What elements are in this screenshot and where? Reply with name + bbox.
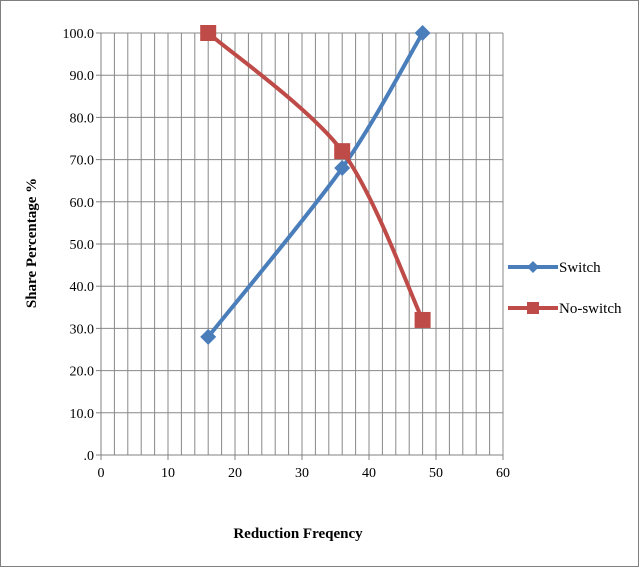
legend-label-switch: Switch	[559, 260, 601, 276]
y-tick-label: 50.0	[70, 238, 95, 253]
series	[200, 25, 431, 345]
tick-labels: 0 10 20 30 40 50 60.010.020.030.040.050.060.07…	[63, 27, 511, 481]
y-tick-label: 40.0	[70, 280, 95, 295]
y-tick-label: 60.0	[70, 196, 95, 211]
x-tick-label: 10	[161, 466, 175, 481]
x-tick-label: 40	[362, 466, 376, 481]
x-tick-label: 20	[228, 466, 242, 481]
legend-marker-switch	[527, 261, 539, 273]
y-tick-label: 90.0	[70, 69, 95, 84]
data-point-no-switch	[414, 311, 431, 328]
y-tick-label: 70.0	[70, 154, 95, 169]
y-tick-label: 30.0	[70, 322, 95, 337]
x-tick-label: 50	[429, 466, 443, 481]
data-point-switch	[200, 328, 217, 345]
x-axis-title: Reduction Freqency	[233, 526, 363, 542]
x-tick-label: 30	[295, 466, 309, 481]
legend-item-no-switch: No-switch	[508, 301, 622, 317]
grid	[101, 32, 503, 455]
legend-marker-no-switch	[527, 302, 539, 314]
axes	[96, 32, 504, 460]
legend-label-no-switch: No-switch	[559, 301, 622, 317]
y-tick-label: 80.0	[70, 111, 95, 126]
data-point-no-switch	[200, 25, 217, 41]
y-tick-label: 20.0	[70, 365, 95, 380]
legend: Switch No-switch	[508, 260, 622, 317]
y-tick-label: 100.0	[63, 27, 95, 42]
legend-item-switch: Switch	[508, 260, 601, 276]
y-tick-label: .0	[84, 449, 95, 464]
y-tick-label: 10.0	[70, 407, 95, 422]
data-point-switch	[334, 160, 351, 177]
x-tick-label: 60	[496, 466, 510, 481]
data-point-no-switch	[334, 143, 351, 160]
x-tick-label: 0	[98, 466, 105, 481]
data-point-switch	[414, 25, 431, 41]
y-axis-title: Share Percentage %	[24, 178, 40, 308]
